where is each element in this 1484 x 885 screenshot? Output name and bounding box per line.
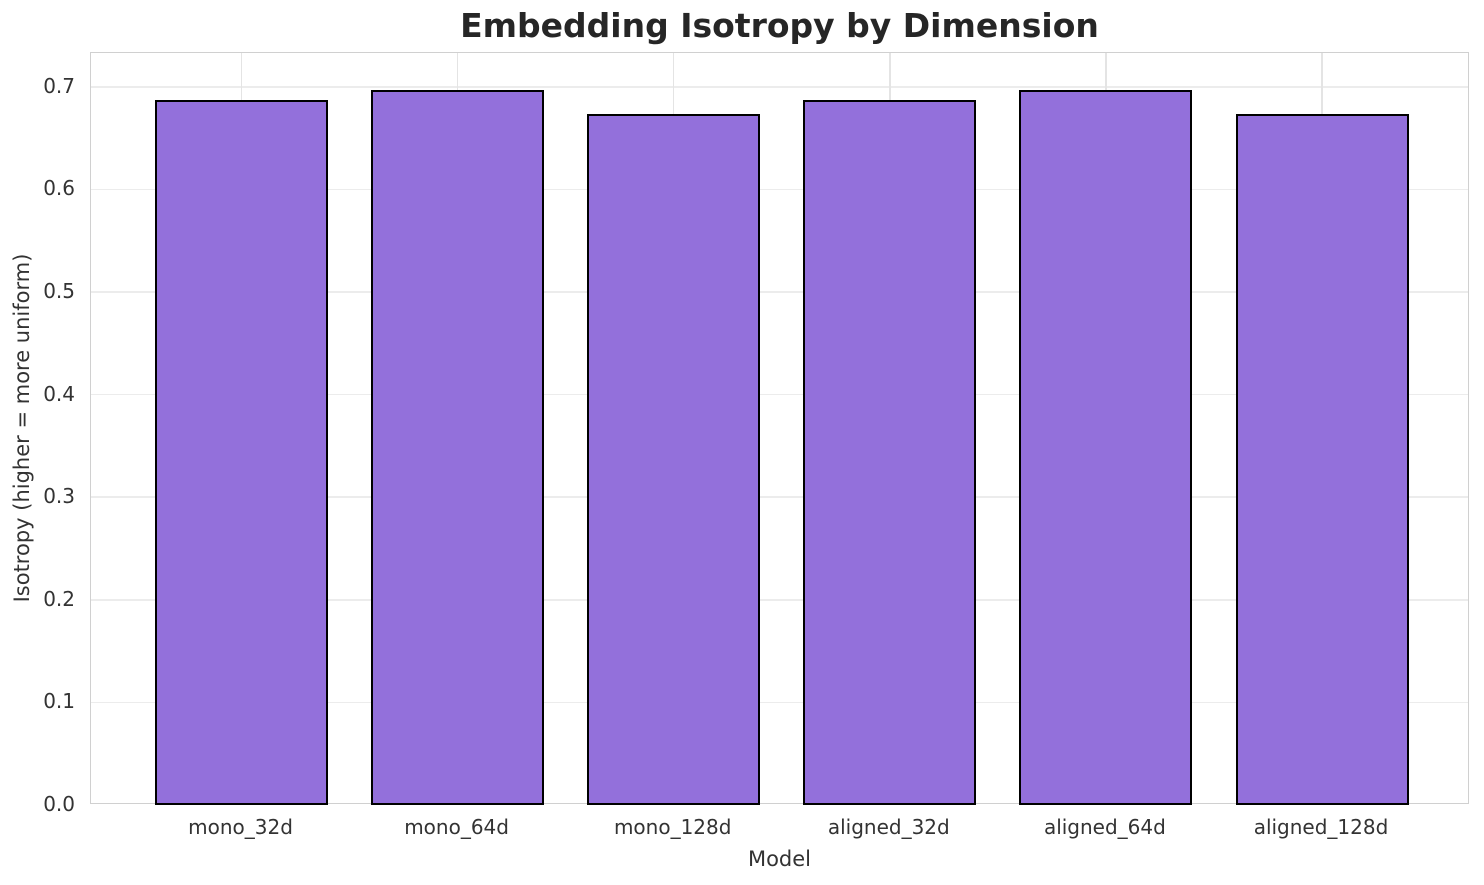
- plot-area: [90, 52, 1469, 805]
- x-tick-label-mono_64d: mono_64d: [404, 815, 509, 839]
- y-axis-label: Isotropy (higher = more uniform): [10, 253, 34, 603]
- x-tick-label-mono_128d: mono_128d: [613, 815, 732, 839]
- horizontal-gridline: [91, 393, 1468, 396]
- bar-mono_128d: [587, 113, 761, 805]
- y-tick-label: 0.6: [43, 176, 75, 201]
- horizontal-gridline: [91, 496, 1468, 498]
- horizontal-gridline: [91, 86, 1468, 88]
- x-axis-label: Model: [747, 847, 812, 871]
- x-tick-label-aligned_128d: aligned_128d: [1253, 815, 1389, 839]
- chart-title: Embedding Isotropy by Dimension: [460, 6, 1099, 45]
- bar-mono_64d: [371, 89, 545, 805]
- x-tick-label-mono_32d: mono_32d: [188, 815, 293, 839]
- x-tick-label-aligned_32d: aligned_32d: [827, 815, 950, 839]
- x-tick-label-aligned_64d: aligned_64d: [1043, 815, 1166, 839]
- y-tick-label: 0.0: [43, 792, 75, 816]
- horizontal-gridline: [91, 599, 1468, 601]
- bar-aligned_32d: [803, 100, 977, 805]
- y-tick-label: 0.2: [43, 586, 75, 611]
- y-tick-label: 0.4: [43, 381, 75, 406]
- y-tick-label: 0.5: [43, 279, 75, 304]
- y-tick-label: 0.3: [43, 484, 75, 509]
- horizontal-gridline: [91, 188, 1468, 191]
- bar-mono_32d: [155, 100, 328, 805]
- horizontal-gridline: [91, 701, 1468, 704]
- horizontal-gridline: [91, 291, 1468, 293]
- bar-aligned_128d: [1235, 113, 1409, 805]
- bar-aligned_64d: [1019, 89, 1193, 805]
- y-tick-label: 0.7: [43, 73, 75, 98]
- y-tick-label: 0.1: [43, 689, 75, 714]
